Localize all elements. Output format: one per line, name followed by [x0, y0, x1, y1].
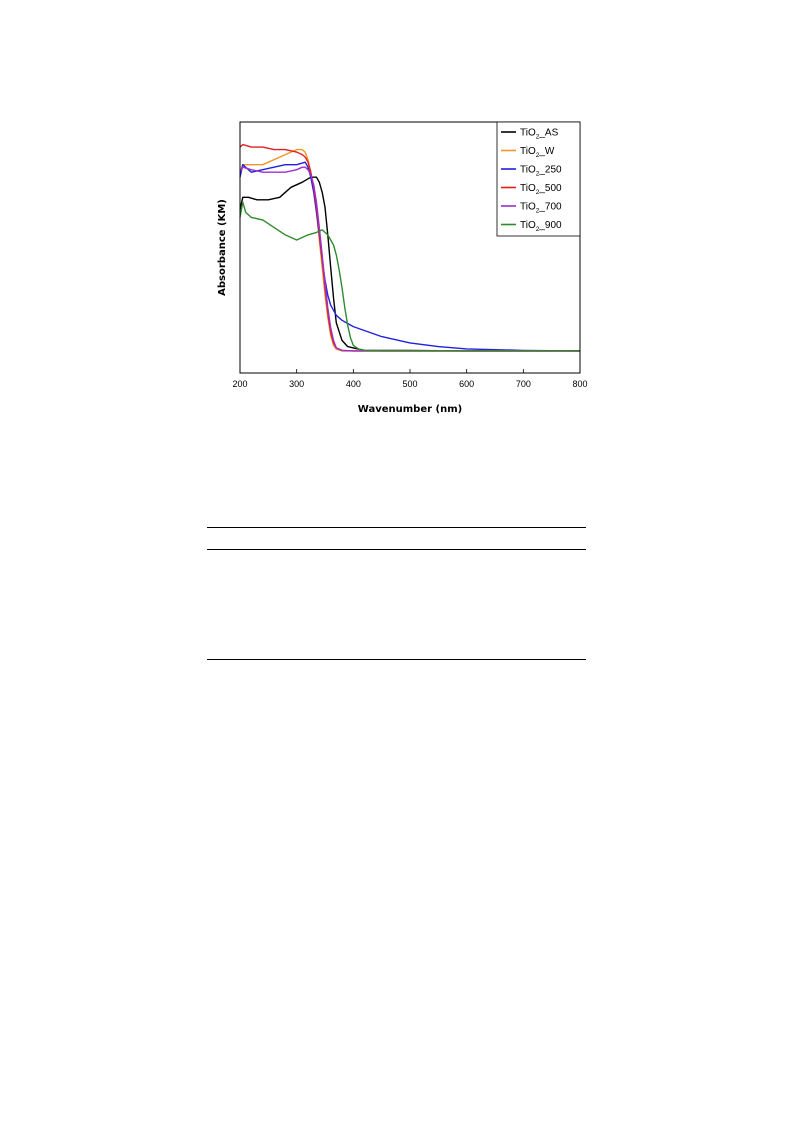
- x-tick-label: 300: [289, 379, 304, 389]
- legend-label-0: TiO2_AS: [520, 128, 559, 141]
- absorbance-chart: 200 300 400 500 600 700 800 Wavenumber (nm) Ab…: [200, 110, 600, 430]
- table-top-rule: [207, 527, 586, 528]
- x-tick-label: 200: [232, 379, 247, 389]
- y-axis-title: Absorbance (KM): [217, 199, 228, 296]
- legend: TiO2_AS TiO2_W TiO2_250 TiO2_500 TiO2_700 TiO…: [496, 121, 581, 237]
- x-tick-label: 700: [516, 379, 531, 389]
- chart-canvas: 200 300 400 500 600 700 800 Wavenumber (nm) Ab…: [217, 121, 588, 415]
- legend-label-5: TiO2_900: [520, 220, 562, 233]
- legend-label-2: TiO2_250: [520, 165, 562, 178]
- legend-label-1: TiO2_W: [520, 146, 555, 159]
- x-axis-title: Wavenumber (nm): [358, 404, 462, 415]
- table-header-rule: [207, 549, 586, 550]
- legend-box: [496, 121, 581, 237]
- x-tick-label: 500: [402, 379, 417, 389]
- legend-label-3: TiO2_500: [520, 183, 562, 196]
- plot-lines: [239, 143, 581, 352]
- x-tick-label: 400: [346, 379, 361, 389]
- x-tick-label: 800: [572, 379, 587, 389]
- table-bottom-rule: [207, 659, 586, 660]
- series-line-4: [239, 166, 580, 352]
- legend-label-4: TiO2_700: [520, 202, 562, 215]
- x-axis-ticks: 200 300 400 500 600 700 800: [232, 369, 588, 389]
- series-line-5: [239, 201, 580, 352]
- x-tick-label: 600: [459, 379, 474, 389]
- table: [207, 527, 586, 663]
